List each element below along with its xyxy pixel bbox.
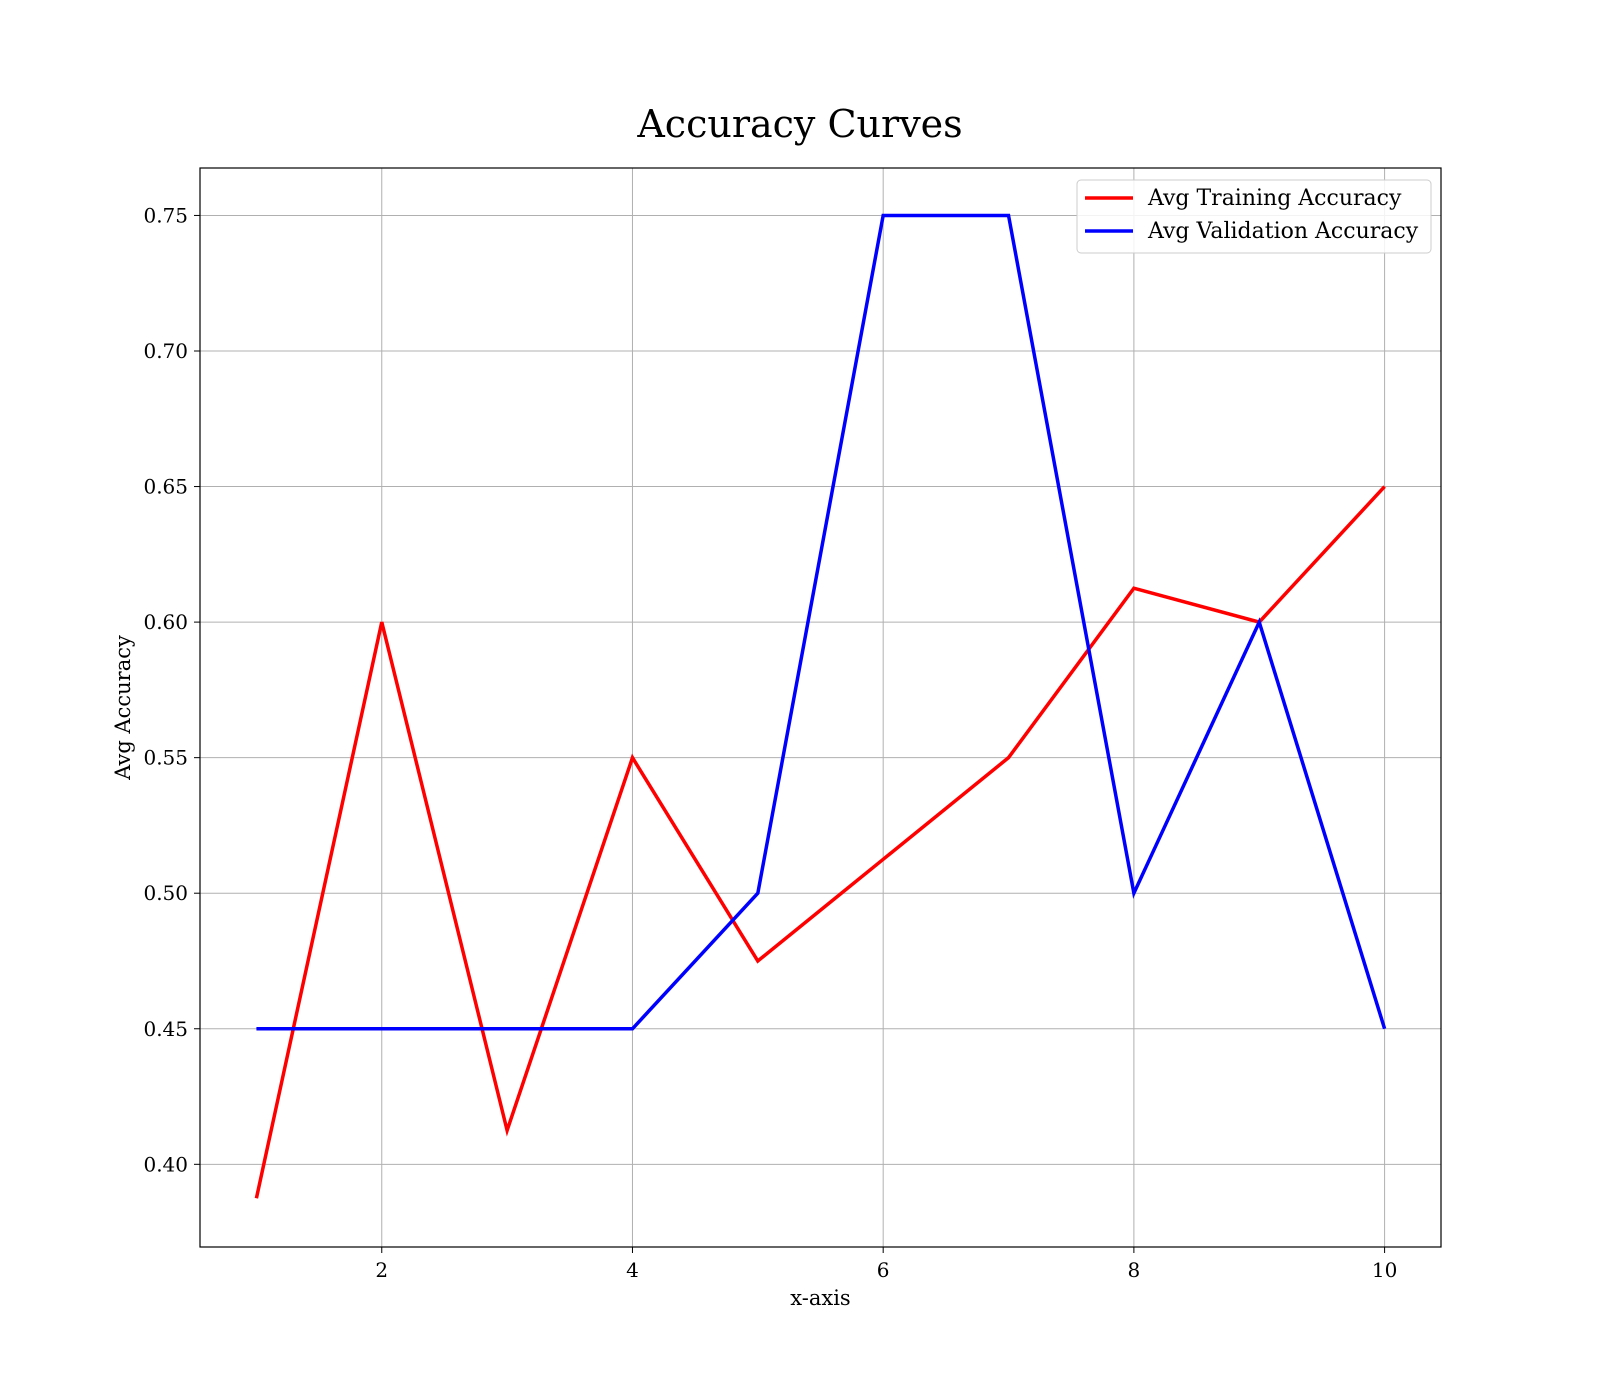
x-tick-label: 6 (877, 1258, 890, 1282)
y-tick-label: 0.40 (143, 1152, 188, 1176)
legend: Avg Training Accuracy Avg Validation Acc… (1076, 179, 1432, 254)
series-line-training (254, 485, 1386, 1199)
plot-area (254, 213, 1387, 1199)
chart-title: Accuracy Curves (637, 102, 963, 146)
x-tick-label: 2 (375, 1258, 388, 1282)
y-tick-label: 0.70 (143, 339, 188, 363)
x-tick-label: 8 (1128, 1258, 1141, 1282)
y-tick-label: 0.45 (143, 1017, 188, 1041)
x-axis-label: x-axis (790, 1286, 850, 1310)
ticks: 2 4 6 8 10 0.40 0.45 0.50 0.55 0.60 0.65 0.70 0.75 (143, 203, 1397, 1282)
y-tick-label: 0.60 (143, 610, 188, 634)
series-line-validation (256, 213, 1387, 1031)
x-tick-label: 10 (1372, 1258, 1397, 1282)
y-tick-label: 0.75 (143, 203, 188, 227)
y-tick-label: 0.65 (143, 475, 188, 499)
y-axis-label: Avg Accuracy (111, 635, 135, 781)
axes-frame (199, 167, 1442, 1248)
legend-box (1076, 179, 1432, 254)
y-tick-label: 0.55 (143, 746, 188, 770)
y-tick-label: 0.50 (143, 881, 188, 905)
legend-label-validation: Avg Validation Accuracy (1147, 219, 1419, 244)
grid (200, 168, 1441, 1247)
x-tick-label: 4 (626, 1258, 639, 1282)
legend-label-training: Avg Training Accuracy (1147, 186, 1402, 211)
